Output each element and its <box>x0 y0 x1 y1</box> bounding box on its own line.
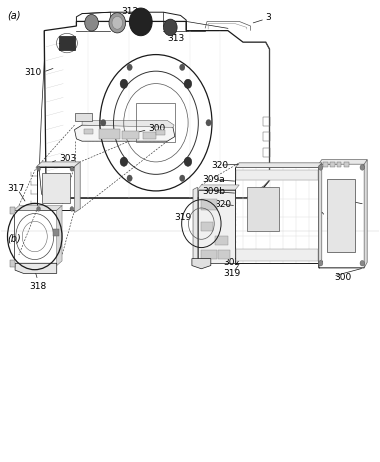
Text: (c): (c) <box>197 233 210 243</box>
Text: 312: 312 <box>122 7 139 16</box>
Polygon shape <box>192 259 211 269</box>
Text: 3: 3 <box>266 13 271 22</box>
Bar <box>337 162 342 166</box>
Polygon shape <box>319 159 367 164</box>
Bar <box>84 129 93 134</box>
Bar <box>218 250 230 259</box>
Bar <box>99 129 120 139</box>
Circle shape <box>70 166 74 171</box>
Circle shape <box>112 16 123 29</box>
Circle shape <box>127 64 132 71</box>
Bar <box>122 131 139 139</box>
Polygon shape <box>198 185 239 189</box>
Polygon shape <box>74 113 92 122</box>
Circle shape <box>101 120 106 126</box>
Polygon shape <box>236 163 322 167</box>
Bar <box>59 36 74 50</box>
Text: 317: 317 <box>335 193 352 202</box>
Bar <box>142 132 156 139</box>
Circle shape <box>130 8 152 36</box>
Bar <box>236 249 318 261</box>
Bar <box>330 162 335 166</box>
Polygon shape <box>319 163 322 263</box>
Bar <box>10 260 16 267</box>
Polygon shape <box>15 263 57 274</box>
Circle shape <box>120 157 128 166</box>
Bar <box>263 132 269 141</box>
Text: 303: 303 <box>326 212 344 221</box>
Bar <box>42 173 70 203</box>
Polygon shape <box>193 187 198 261</box>
Circle shape <box>180 64 185 71</box>
Text: 320: 320 <box>211 161 228 170</box>
Circle shape <box>360 164 364 170</box>
Polygon shape <box>57 206 62 266</box>
Polygon shape <box>14 206 62 210</box>
Text: 319: 319 <box>223 269 241 278</box>
Circle shape <box>318 164 323 170</box>
Polygon shape <box>82 121 174 128</box>
Circle shape <box>36 166 40 171</box>
Bar <box>201 222 213 231</box>
Circle shape <box>184 157 192 166</box>
Polygon shape <box>36 162 80 166</box>
Text: 311: 311 <box>57 43 74 52</box>
Text: 317: 317 <box>8 184 25 193</box>
Bar <box>10 207 16 214</box>
Polygon shape <box>364 159 367 268</box>
Bar <box>201 250 217 259</box>
Polygon shape <box>198 189 236 263</box>
Bar <box>236 170 318 180</box>
Text: 300: 300 <box>148 124 166 133</box>
Bar <box>327 179 355 252</box>
Bar <box>53 229 59 236</box>
Circle shape <box>206 120 211 126</box>
Bar <box>201 199 217 210</box>
Circle shape <box>109 12 126 33</box>
Circle shape <box>36 207 40 211</box>
Polygon shape <box>74 162 80 213</box>
Text: 319: 319 <box>175 213 192 222</box>
Polygon shape <box>74 125 175 141</box>
Circle shape <box>85 14 98 31</box>
Circle shape <box>318 261 323 266</box>
Text: 310: 310 <box>24 67 41 77</box>
Text: 320: 320 <box>214 200 231 209</box>
Circle shape <box>120 79 128 88</box>
Bar <box>215 236 228 245</box>
Circle shape <box>70 207 74 211</box>
Text: (a): (a) <box>8 11 21 21</box>
Text: 309b: 309b <box>203 188 225 196</box>
Bar <box>323 162 328 166</box>
Text: 313: 313 <box>167 34 185 43</box>
Text: 302: 302 <box>223 258 241 267</box>
Text: 318: 318 <box>29 282 46 291</box>
Bar <box>156 130 165 135</box>
Bar <box>345 162 349 166</box>
Circle shape <box>184 79 192 88</box>
Circle shape <box>163 19 177 36</box>
Bar <box>263 117 269 126</box>
Bar <box>263 148 269 157</box>
Text: 300: 300 <box>334 273 351 281</box>
Bar <box>136 103 175 142</box>
Circle shape <box>180 175 185 182</box>
Text: 309a: 309a <box>203 176 225 184</box>
Circle shape <box>127 175 132 182</box>
Text: 303: 303 <box>59 154 77 163</box>
Circle shape <box>360 261 364 266</box>
Text: (b): (b) <box>8 233 21 243</box>
Bar <box>247 187 279 231</box>
